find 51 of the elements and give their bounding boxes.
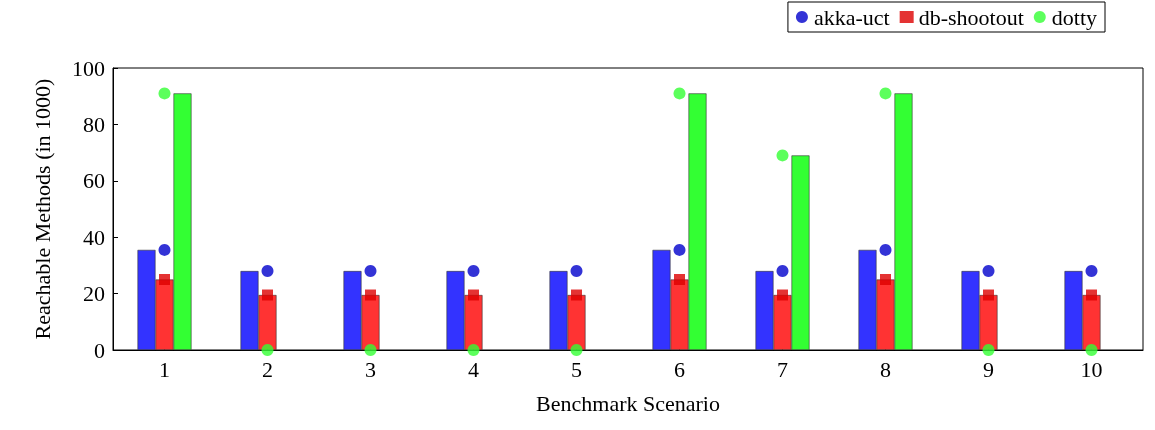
x-tick-label: 10: [1080, 356, 1103, 382]
point: [571, 289, 582, 301]
x-tick-label: 8: [880, 356, 891, 382]
y-tick-label: 80: [83, 111, 105, 137]
point: [159, 274, 170, 285]
point: [879, 87, 892, 100]
point: [158, 87, 171, 100]
y-axis-title: Reachable Methods (in 1000): [29, 78, 55, 340]
y-tick-label: 0: [94, 337, 105, 363]
legend-label: akka-uct: [813, 4, 890, 30]
y-tick-label: 100: [72, 55, 105, 81]
point: [983, 289, 994, 301]
point: [982, 344, 995, 356]
point: [468, 289, 479, 301]
point: [467, 344, 480, 356]
point: [982, 265, 995, 278]
x-tick-label: 3: [365, 356, 376, 382]
point: [467, 265, 480, 278]
x-tick-label: 1: [159, 356, 170, 382]
x-tick-label: 6: [674, 356, 685, 382]
point: [365, 289, 376, 301]
point: [777, 289, 788, 301]
x-tick-label: 2: [262, 356, 273, 382]
point: [364, 265, 377, 278]
point: [158, 243, 171, 256]
x-axis-title: Benchmark Scenario: [536, 390, 720, 416]
x-tick-label: 4: [468, 356, 479, 382]
y-tick-label: 60: [83, 168, 105, 194]
point: [1085, 344, 1098, 356]
point: [673, 87, 686, 100]
point: [261, 265, 274, 278]
legend-label: db-shootout: [918, 4, 1024, 30]
point: [776, 265, 789, 278]
point: [261, 344, 274, 356]
point: [364, 344, 377, 356]
y-tick-label: 20: [83, 281, 105, 307]
point: [674, 274, 685, 285]
x-tick-label: 5: [571, 356, 582, 382]
legend-label: dotty: [1051, 4, 1098, 30]
x-tick-label: 9: [983, 356, 994, 382]
point: [879, 243, 892, 256]
point: [1085, 265, 1098, 278]
point: [673, 243, 686, 256]
point: [570, 344, 583, 356]
y-tick-label: 40: [83, 224, 105, 250]
point: [776, 149, 789, 162]
point: [570, 265, 583, 278]
point: [880, 274, 891, 285]
x-tick-label: 7: [777, 356, 788, 382]
point: [262, 289, 273, 301]
point: [1086, 289, 1097, 301]
